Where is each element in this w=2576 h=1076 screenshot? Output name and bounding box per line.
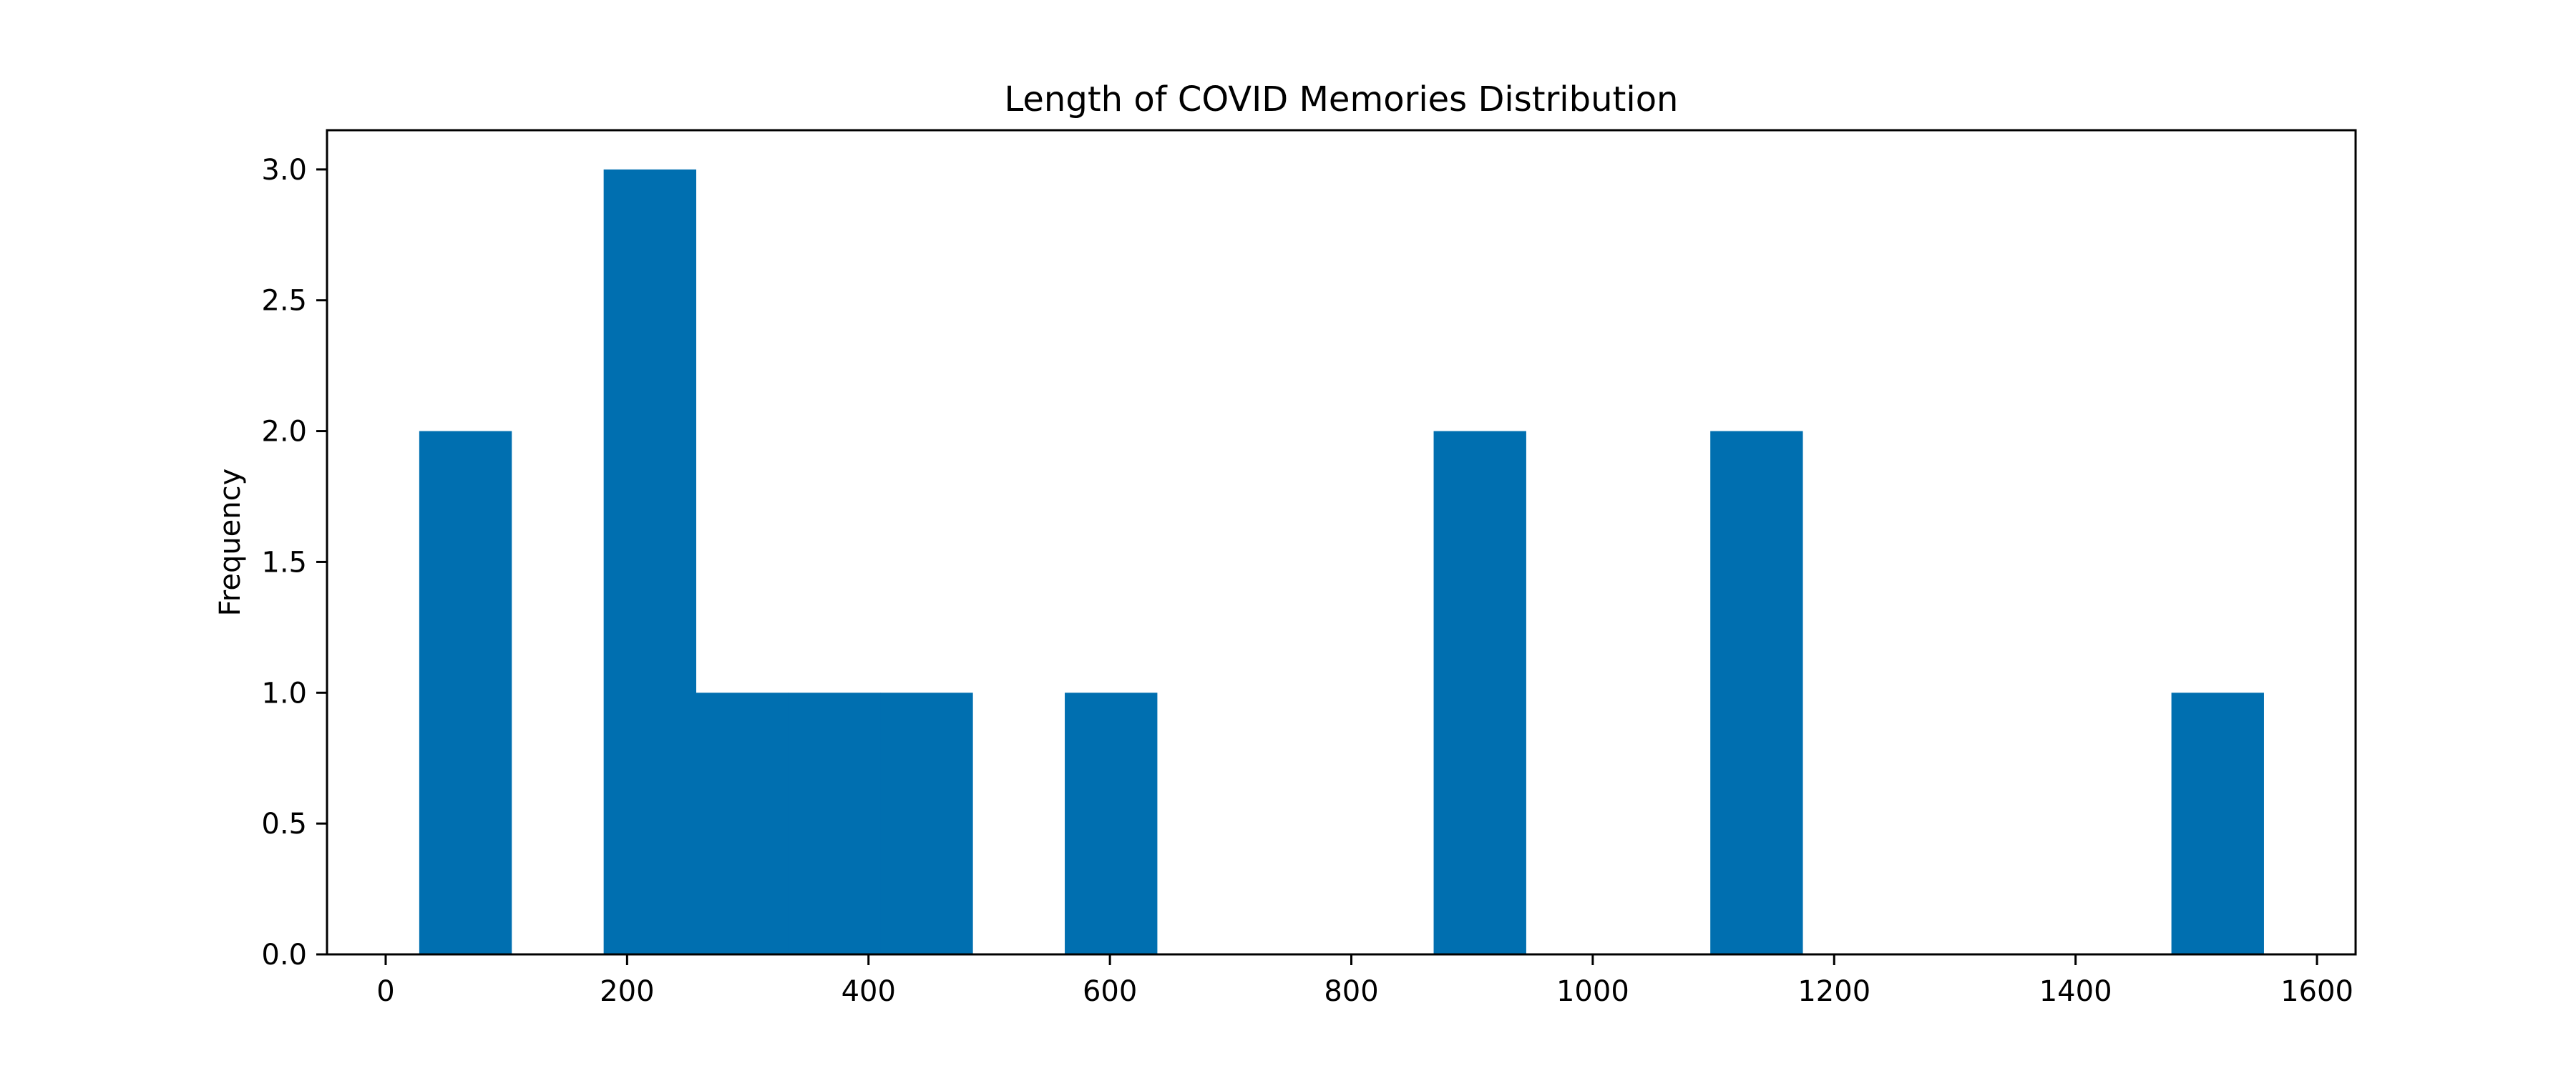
y-tick-label: 3.0 <box>261 154 307 187</box>
x-tick-label: 200 <box>600 975 654 1008</box>
y-axis-label: Frequency <box>214 469 247 617</box>
histogram-bar <box>603 169 697 954</box>
histogram-bar <box>1433 431 1526 954</box>
histogram-bar <box>2171 693 2264 954</box>
histogram-bar <box>419 431 512 954</box>
y-tick-label: 2.5 <box>261 285 307 318</box>
y-tick-label: 1.5 <box>261 546 307 579</box>
y-tick-label: 1.0 <box>261 677 307 710</box>
x-tick-label: 1000 <box>1556 975 1629 1008</box>
bars-layer <box>419 169 2264 954</box>
ticks-layer: 0 200 400 600 800 1000 1200 1400 1600 0.0 0.5 1.0 1.… <box>261 154 2353 1008</box>
x-tick-label: 800 <box>1324 975 1378 1008</box>
x-tick-label: 1400 <box>2039 975 2112 1008</box>
histogram-bar <box>880 693 973 954</box>
histogram-bar <box>696 693 789 954</box>
y-tick-label: 2.0 <box>261 416 307 449</box>
y-tick-label: 0.5 <box>261 808 307 841</box>
x-tick-label: 1200 <box>1797 975 1870 1008</box>
x-tick-label: 600 <box>1083 975 1137 1008</box>
x-tick-label: 1600 <box>2280 975 2353 1008</box>
x-tick-label: 400 <box>841 975 896 1008</box>
x-tick-label: 0 <box>376 975 394 1008</box>
plot-frame <box>326 129 2357 956</box>
histogram-bar <box>788 693 881 954</box>
y-tick-label: 0.0 <box>261 939 307 972</box>
histogram-bar <box>1710 431 1803 954</box>
chart-title: Length of COVID Memories Distribution <box>1005 79 1679 119</box>
histogram-bar <box>1065 693 1158 954</box>
